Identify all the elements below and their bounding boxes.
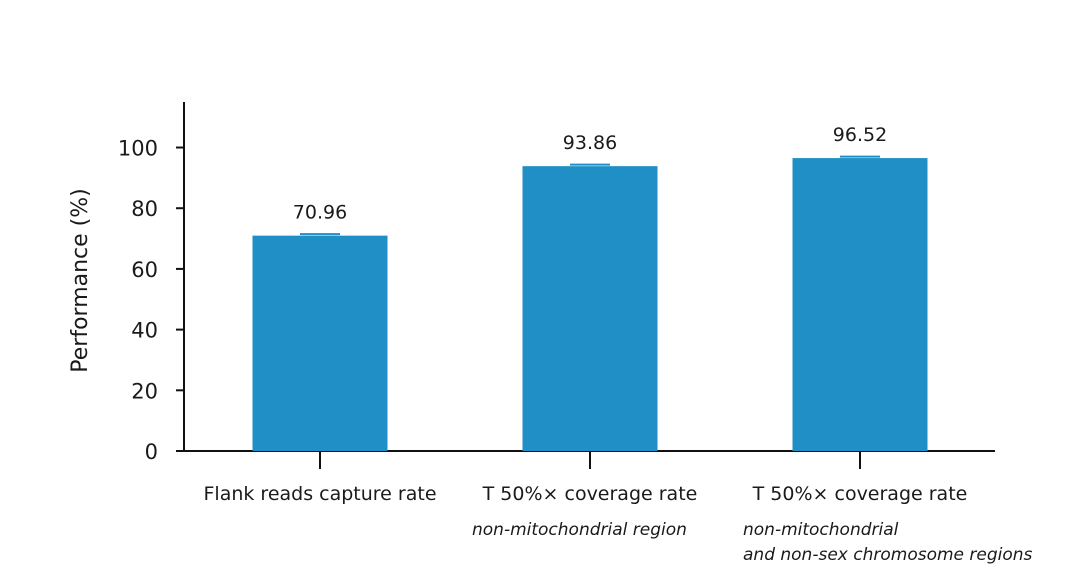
bars — [252, 155, 928, 452]
y-tick-label: 0 — [145, 440, 158, 464]
bar — [792, 158, 928, 452]
labels: 70.96 Flank reads capture rate 93.86 T 50%×… — [203, 124, 1032, 565]
y-axis-title: Performance (%) — [68, 188, 93, 372]
y-tick-label: 20 — [131, 379, 158, 403]
data-label: 70.96 — [293, 202, 347, 224]
x-sub-label: non-mitochondrial — [743, 520, 899, 540]
bar — [522, 166, 658, 451]
y-tick-label: 80 — [131, 197, 158, 221]
y-tick-label: 100 — [118, 137, 158, 161]
x-tick-label: Flank reads capture rate — [203, 483, 436, 505]
x-sub-label: non-mitochondrial region — [472, 520, 687, 540]
x-sub-label: and non-sex chromosome regions — [743, 545, 1033, 565]
data-label: 96.52 — [833, 124, 887, 146]
data-label: 93.86 — [563, 132, 617, 154]
y-tick-label: 60 — [131, 258, 158, 282]
x-tick-label: T 50%× coverage rate — [752, 483, 968, 505]
bar — [252, 235, 388, 451]
x-tick-label: T 50%× coverage rate — [482, 483, 698, 505]
y-tick-label: 40 — [131, 319, 158, 343]
